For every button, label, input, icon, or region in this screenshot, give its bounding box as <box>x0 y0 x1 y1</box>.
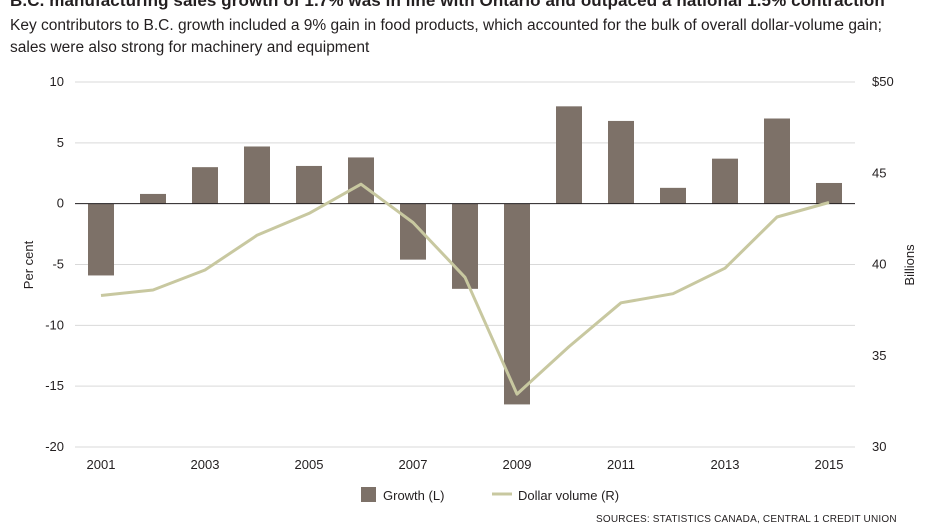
x-tick-label: 2005 <box>295 457 324 472</box>
y2-tick-label: $50 <box>872 74 894 89</box>
y-axis-label: Per cent <box>21 240 36 289</box>
legend-growth-label: Growth (L) <box>383 488 444 503</box>
x-tick-label: 2013 <box>711 457 740 472</box>
growth-bar <box>192 167 218 204</box>
y2-tick-label: 45 <box>872 165 886 180</box>
growth-bar <box>140 193 166 204</box>
growth-bar <box>244 146 270 204</box>
y-tick-label: 10 <box>50 74 64 89</box>
growth-bar <box>88 203 114 276</box>
chart-subtitle: Key contributors to B.C. growth included… <box>10 17 882 56</box>
legend-growth-swatch <box>361 487 376 502</box>
y-tick-label: -20 <box>45 439 64 454</box>
y-tick-label: -10 <box>45 317 64 332</box>
growth-bar <box>712 158 738 204</box>
chart-title: B.C. manufacturing sales growth of 1.7% … <box>10 0 885 10</box>
growth-bar <box>296 165 322 204</box>
x-tick-label: 2007 <box>399 457 428 472</box>
y2-tick-label: 30 <box>872 439 886 454</box>
y2-tick-label: 35 <box>872 348 886 363</box>
y-tick-label: 0 <box>57 196 64 211</box>
growth-bar <box>660 187 686 204</box>
y2-axis-label: Billions <box>902 244 917 286</box>
source-note: SOURCES: STATISTICS CANADA, CENTRAL 1 CR… <box>596 514 897 525</box>
growth-bars <box>88 106 842 405</box>
y-tick-label: 5 <box>57 135 64 150</box>
y-tick-label: -15 <box>45 378 64 393</box>
dollar-volume-line <box>100 182 830 396</box>
y-tick-label: -5 <box>52 257 64 272</box>
x-axis-ticks: 2001 2003 2005 2007 2009 2011 2013 2015 <box>87 457 844 472</box>
x-tick-label: 2003 <box>191 457 220 472</box>
legend-volume-label: Dollar volume (R) <box>518 488 619 503</box>
right-axis-ticks: $50 45 40 35 30 <box>872 74 894 454</box>
legend: Growth (L) Dollar volume (R) <box>361 487 619 503</box>
x-tick-label: 2015 <box>815 457 844 472</box>
growth-bar <box>608 120 634 204</box>
growth-bar <box>816 182 842 204</box>
growth-bar <box>452 203 478 289</box>
x-tick-label: 2011 <box>607 457 635 472</box>
growth-bar <box>764 118 790 204</box>
left-axis-ticks: 10 5 0 -5 -10 -15 -20 <box>45 74 64 454</box>
x-tick-label: 2001 <box>87 457 116 472</box>
growth-bar <box>556 106 582 204</box>
x-tick-label: 2009 <box>503 457 532 472</box>
y2-tick-label: 40 <box>872 257 886 272</box>
growth-bar <box>348 157 374 204</box>
